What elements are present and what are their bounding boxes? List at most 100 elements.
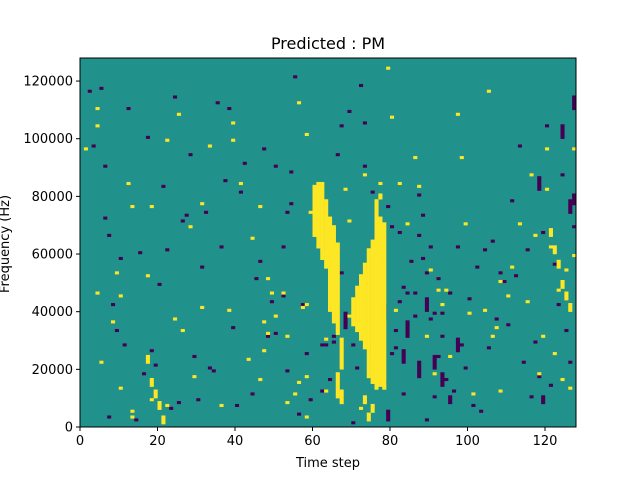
heatmap-cell-low: [514, 274, 519, 278]
heatmap-cell-high: [467, 311, 472, 315]
heatmap-cell-low: [138, 251, 143, 255]
heatmap-cell-high: [417, 184, 422, 188]
heatmap-cell-low: [405, 291, 410, 295]
heatmap-cell-high: [343, 187, 348, 191]
heatmap-cell-low: [405, 320, 410, 338]
axes-frame: [79, 57, 577, 428]
heatmap-cell-low: [343, 314, 348, 330]
heatmap-cell-low: [432, 395, 437, 399]
heatmap-cell-low: [250, 392, 255, 396]
axes-border: [79, 57, 577, 428]
heatmap-cell-high: [114, 271, 119, 275]
heatmap-cell-low: [537, 176, 542, 191]
heatmap-cell-high: [366, 412, 371, 422]
heatmap-cell-high: [335, 242, 340, 335]
heatmap-cell-high: [564, 291, 569, 301]
heatmap-cell-low: [215, 101, 220, 105]
heatmap-cell-low: [393, 328, 398, 333]
heatmap-cell-high: [111, 320, 116, 324]
heatmap-cell-low: [413, 291, 418, 295]
heatmap-cell-low: [335, 153, 340, 157]
x-tick-label: 0: [76, 434, 84, 449]
heatmap-cell-low: [153, 363, 158, 367]
heatmap-cell-high: [545, 187, 550, 191]
heatmap-cell-low: [281, 245, 286, 249]
heatmap-cell-high: [281, 291, 286, 295]
heatmap-cell-high: [207, 144, 212, 148]
heatmap-cell-low: [196, 398, 201, 402]
heatmap-cell-high: [440, 303, 445, 307]
heatmap-cell-low: [537, 375, 542, 379]
heatmap-cell-low: [459, 343, 464, 347]
heatmap-cell-low: [452, 389, 457, 393]
heatmap-cell-high: [130, 409, 135, 413]
heatmap-cell-high: [95, 291, 100, 295]
x-axis-label: Time step: [295, 456, 360, 471]
heatmap-cell-high: [572, 147, 577, 151]
heatmap-cell-high: [269, 291, 274, 295]
heatmap-cell-high: [304, 375, 309, 379]
heatmap-cell-low: [308, 398, 313, 402]
heatmap-cell-high: [424, 334, 429, 338]
heatmap-cell-high: [556, 259, 561, 269]
heatmap-cell-high: [126, 181, 131, 186]
heatmap-cell-high: [161, 415, 166, 425]
heatmap-cell-low: [401, 285, 406, 289]
heatmap-cell-low: [541, 395, 546, 405]
chart-title: Predicted : PM: [271, 34, 385, 53]
heatmap-cell-low: [320, 389, 325, 393]
heatmap-cell-high: [498, 279, 503, 284]
heatmap-cell-high: [428, 268, 433, 272]
heatmap-cell-high: [359, 406, 364, 410]
heatmap-cell-high: [324, 389, 329, 393]
heatmap-cell-high: [525, 300, 530, 304]
heatmap-cell-high: [324, 199, 329, 269]
heatmap-cell-low: [331, 334, 336, 338]
heatmap-cell-low: [572, 193, 577, 206]
heatmap-cell-low: [266, 334, 271, 338]
heatmap-cell-high: [83, 147, 88, 151]
heatmap-cell-high: [351, 297, 356, 327]
heatmap-cell-high: [378, 181, 383, 186]
heatmap-cell-high: [405, 222, 410, 226]
heatmap-cell-low: [231, 326, 236, 330]
x-tick-label: 120: [533, 434, 558, 449]
heatmap-cell-high: [359, 294, 364, 309]
heatmap-cell-low: [258, 259, 263, 263]
heatmap-cell-low: [355, 366, 360, 370]
heatmap-cell-low: [107, 233, 112, 237]
heatmap-cell-low: [235, 403, 240, 408]
heatmap-cell-high: [320, 181, 325, 260]
heatmap-cell-high: [548, 228, 553, 237]
heatmap-cell-high: [529, 173, 534, 177]
heatmap-cell-low: [390, 225, 395, 229]
heatmap-cell-high: [362, 395, 367, 405]
heatmap-cell-high: [382, 222, 387, 390]
heatmap-cell-low: [517, 144, 522, 148]
heatmap-cell-low: [448, 291, 453, 295]
heatmap-cell-high: [118, 386, 123, 390]
heatmap-cell-low: [572, 225, 577, 229]
heatmap-cell-low: [134, 418, 139, 422]
heatmap-cell-high: [99, 360, 104, 364]
heatmap-cell-low: [448, 395, 453, 405]
heatmap-cell-high: [324, 337, 329, 341]
heatmap-cell-low: [475, 265, 480, 269]
heatmap-cell-high: [262, 320, 267, 324]
heatmap-cell-low: [211, 369, 216, 373]
heatmap-cell-low: [560, 124, 565, 139]
y-tick-label: 80000: [32, 190, 73, 205]
heatmap-cell-low: [269, 300, 274, 304]
heatmap-cell-high: [219, 403, 224, 408]
heatmap-cell-low: [428, 245, 433, 249]
heatmap-cell-high: [149, 398, 154, 402]
heatmap-cell-high: [552, 352, 557, 356]
heatmap-cell-high: [316, 181, 321, 249]
heatmap-cell-high: [541, 334, 546, 338]
heatmap-cell-high: [397, 181, 402, 186]
heatmap-cell-low: [533, 340, 538, 344]
heatmap-cell-low: [471, 403, 476, 408]
heatmap-cell-high: [347, 219, 352, 223]
heatmap-cell-low: [424, 271, 429, 275]
y-axis-ticks: 0 20000 40000 60000 80000 100000 120000: [23, 75, 80, 436]
